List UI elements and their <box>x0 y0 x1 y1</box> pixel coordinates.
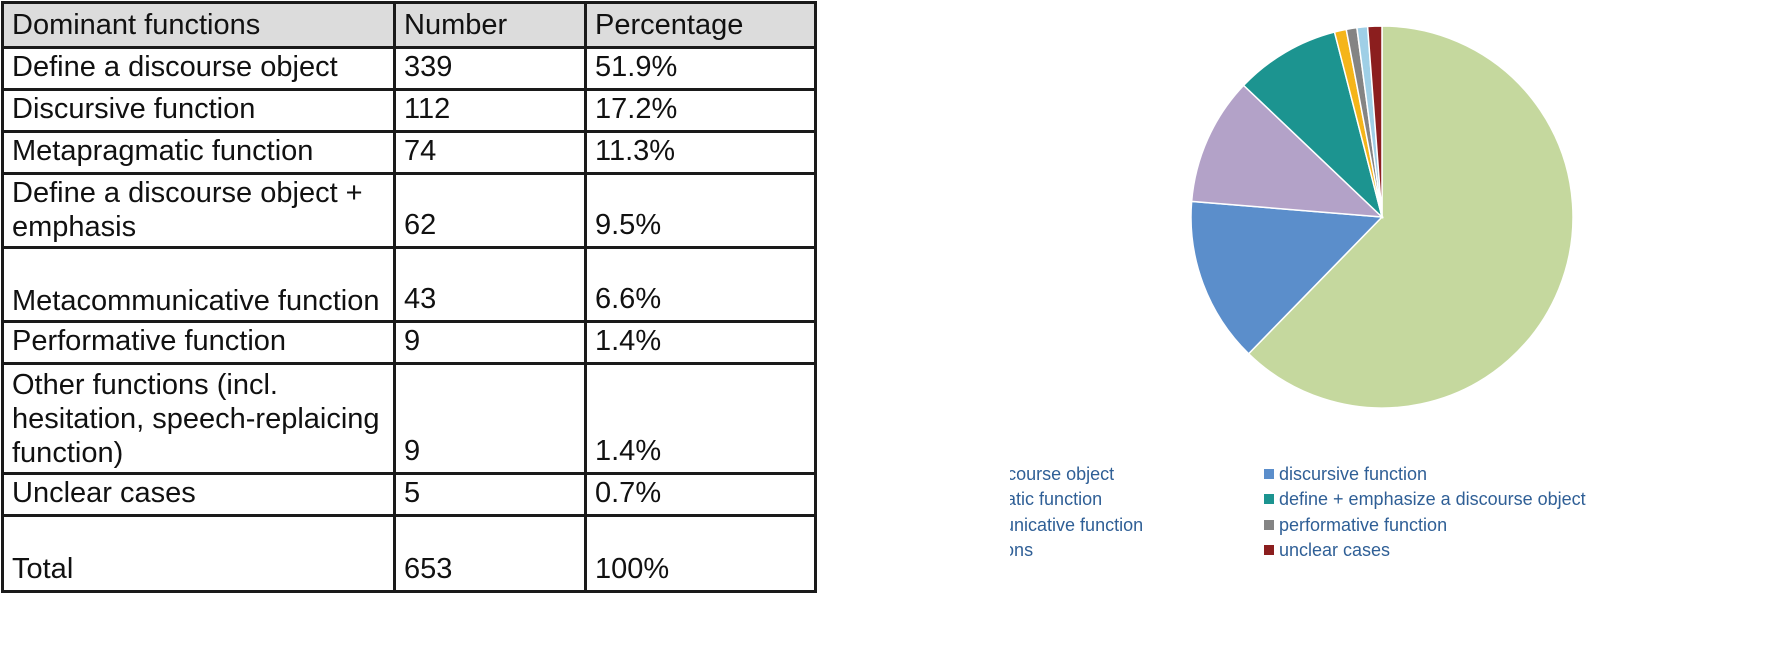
legend-label: metacommunicative function <box>1010 515 1143 535</box>
number-cell: 43 <box>393 246 587 323</box>
function-cell: Performative function <box>1 320 396 365</box>
number-cell: 74 <box>393 130 587 175</box>
number-cell: 9 <box>393 362 587 475</box>
table-header-row: Dominant functions Number Percentage <box>1 1 817 49</box>
pie-slice-define-a-discourse-object <box>1247 25 1574 409</box>
number-cell: 339 <box>393 46 587 91</box>
table-row: Discursive function 112 17.2% <box>1 88 817 133</box>
header-percentage: Percentage <box>584 1 817 49</box>
table-row: Unclear cases 5 0.7% <box>1 472 817 517</box>
table-row: Define a discourse object + emphasis 62 … <box>1 172 817 249</box>
table-row: Metapragmatic function 74 11.3% <box>1 130 817 175</box>
chart-legend: define a discourse object discursive func… <box>1010 464 1586 560</box>
percentage-cell: 6.6% <box>584 246 817 323</box>
number-cell: 653 <box>393 514 587 593</box>
percentage-cell: 51.9% <box>584 46 817 91</box>
header-dominant-functions: Dominant functions <box>1 1 396 49</box>
percentage-cell: 100% <box>584 514 817 593</box>
table-row: Other functions (incl. hesitation, speec… <box>1 362 817 475</box>
legend-swatch <box>1264 494 1274 504</box>
number-cell: 5 <box>393 472 587 517</box>
legend-label: unclear cases <box>1279 540 1390 560</box>
percentage-cell: 11.3% <box>584 130 817 175</box>
pie-slices <box>1190 25 1574 409</box>
function-cell: Define a discourse object <box>1 46 396 91</box>
function-cell: Define a discourse object + emphasis <box>1 172 396 249</box>
percentage-cell: 0.7% <box>584 472 817 517</box>
number-cell: 112 <box>393 88 587 133</box>
legend-label: other functions <box>1010 540 1033 560</box>
table-row: Metacommunicative function 43 6.6% <box>1 246 817 323</box>
data-table: Dominant functions Number Percentage Def… <box>1 1 817 593</box>
function-cell: Unclear cases <box>1 472 396 517</box>
legend-label: discursive function <box>1279 464 1427 484</box>
legend-swatch <box>1264 469 1274 479</box>
percentage-cell: 1.4% <box>584 320 817 365</box>
legend-label: metapragmatic function <box>1010 489 1102 509</box>
table-row: Define a discourse object 339 51.9% <box>1 46 817 91</box>
function-cell: Total <box>1 514 396 593</box>
function-cell: Other functions (incl. hesitation, speec… <box>1 362 396 475</box>
function-cell: Metacommunicative function <box>1 246 396 323</box>
table-row-total: Total 653 100% <box>1 514 817 593</box>
percentage-cell: 17.2% <box>584 88 817 133</box>
pie-slice-define-emphasize-a-discourse-object <box>1242 31 1384 220</box>
pie-slice-discursive-function <box>1190 200 1384 355</box>
percentage-cell: 1.4% <box>584 362 817 475</box>
number-cell: 9 <box>393 320 587 365</box>
function-cell: Metapragmatic function <box>1 130 396 175</box>
legend-label: define + emphasize a discourse object <box>1279 489 1586 509</box>
number-cell: 62 <box>393 172 587 249</box>
pie-slice-metapragmatic-function <box>1190 84 1385 218</box>
header-number: Number <box>393 1 587 49</box>
pie-chart: define a discourse object discursive func… <box>1010 25 1586 560</box>
legend-swatch <box>1264 545 1274 555</box>
legend-swatch <box>1264 520 1274 530</box>
legend-label: define a discourse object <box>1010 464 1114 484</box>
pie-slice-unclear-cases <box>1366 25 1383 218</box>
legend-label: performative function <box>1279 515 1447 535</box>
table-row: Performative function 9 1.4% <box>1 320 817 365</box>
percentage-cell: 9.5% <box>584 172 817 249</box>
function-cell: Discursive function <box>1 88 396 133</box>
